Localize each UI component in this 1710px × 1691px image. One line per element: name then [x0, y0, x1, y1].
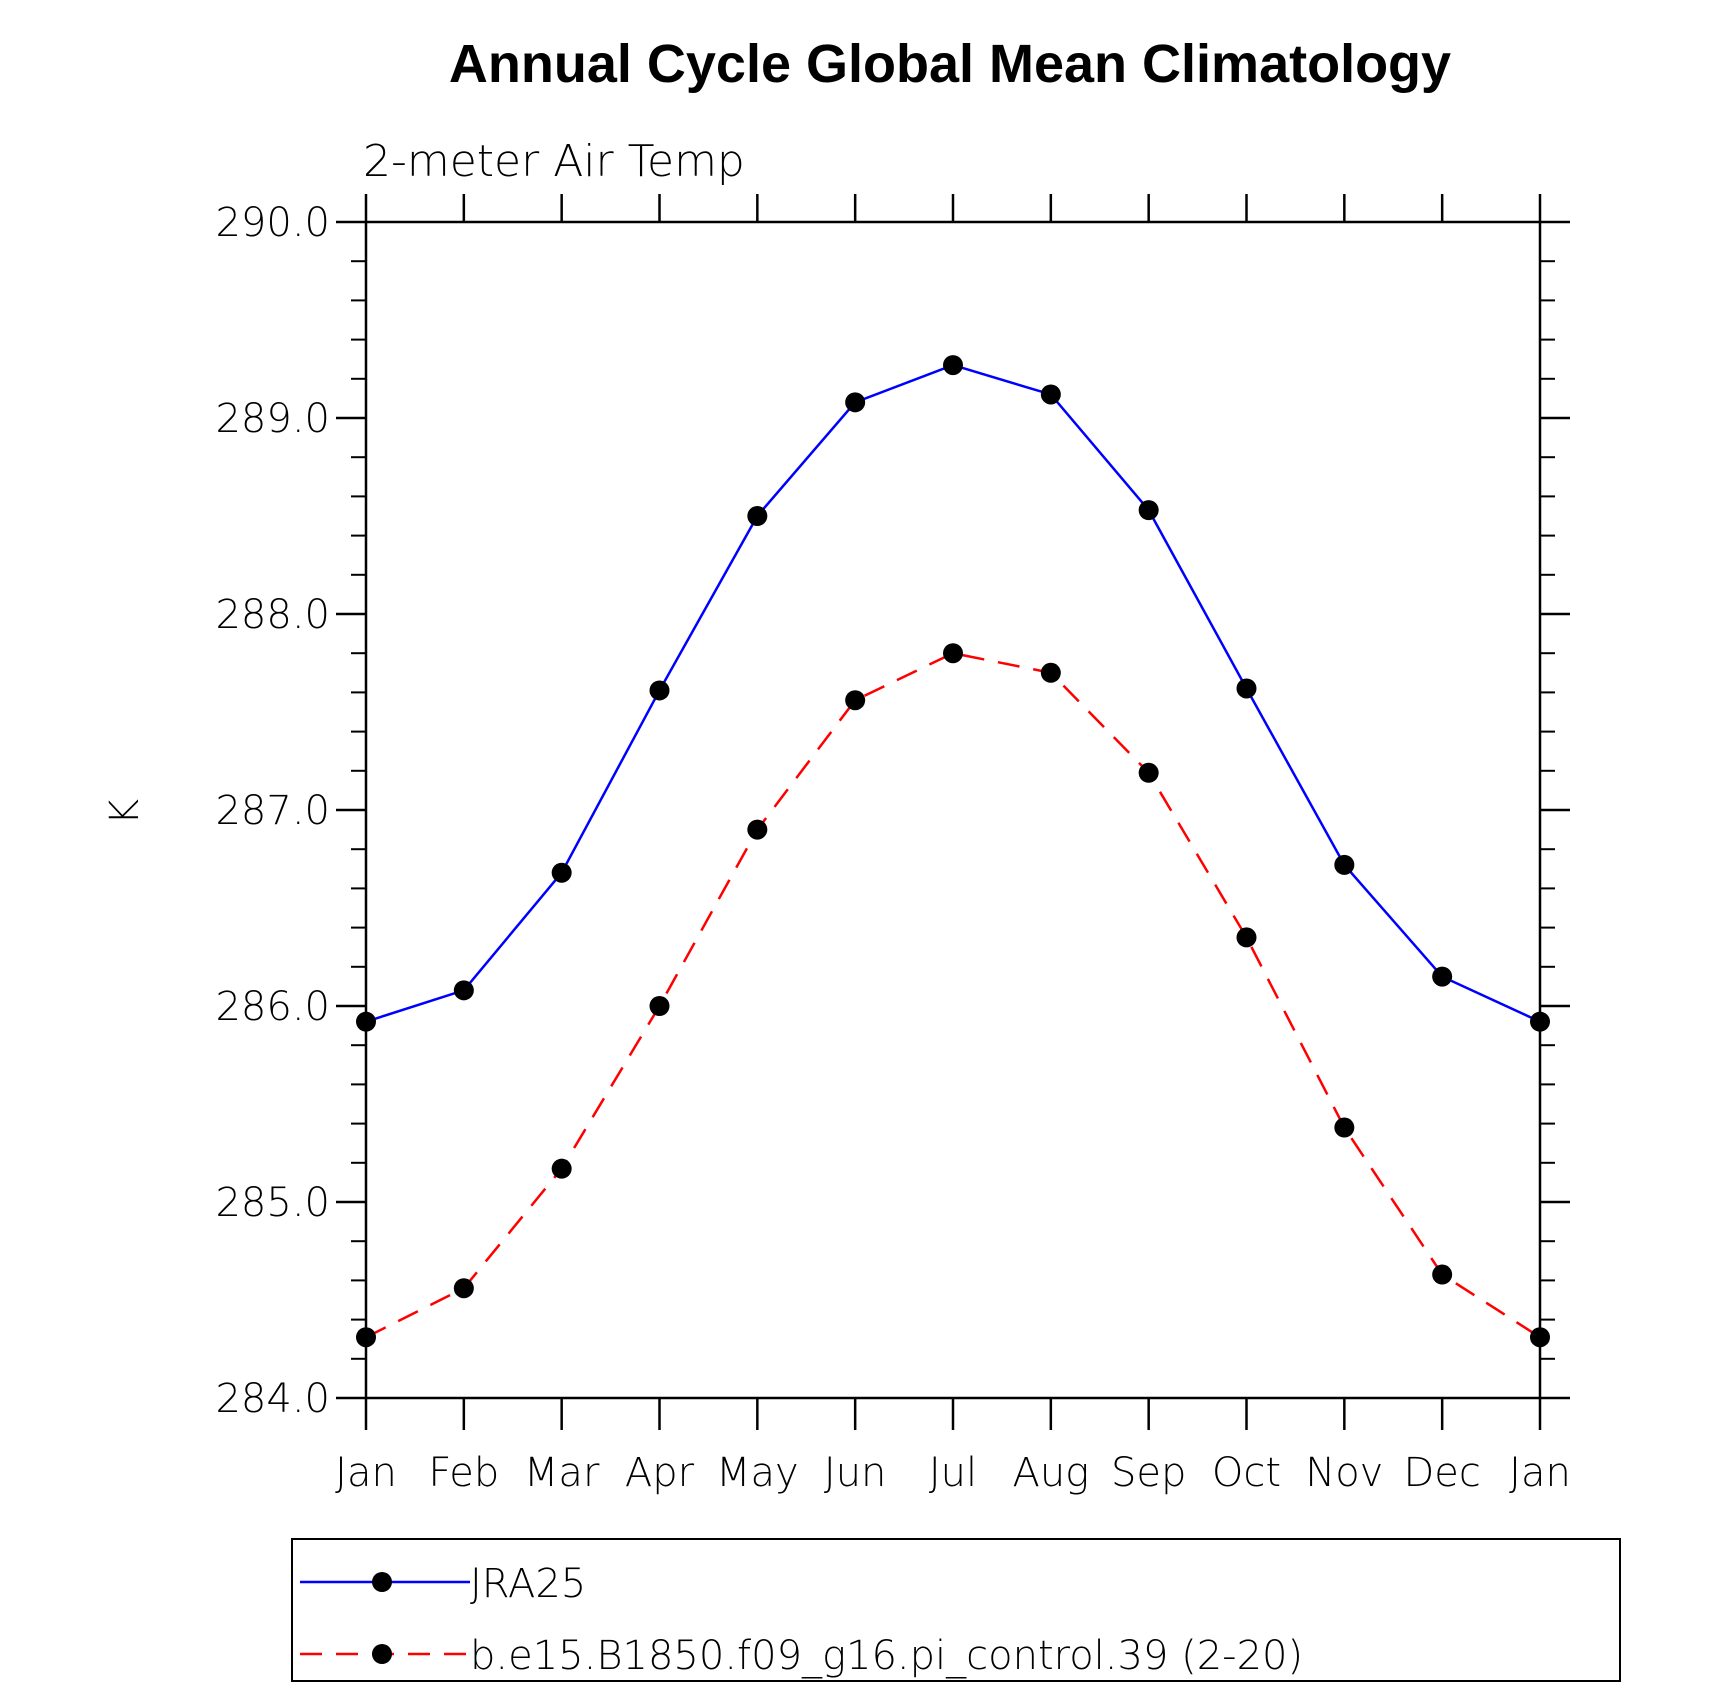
y-tick-label: 290.0	[215, 200, 330, 246]
y-tick-label: 286.0	[215, 984, 330, 1030]
series-1-point	[356, 1011, 376, 1032]
series-2-point	[356, 1327, 376, 1348]
series-2-point	[1334, 1117, 1355, 1138]
series-line-1	[365, 363, 1541, 1023]
series-2-point	[551, 1158, 572, 1179]
series-1-point	[1530, 1011, 1550, 1032]
series-2-point	[1530, 1327, 1550, 1348]
series-1-point	[845, 392, 866, 413]
series-2-point	[747, 819, 768, 840]
series-1-point	[649, 680, 670, 701]
series-1-point	[1334, 854, 1355, 875]
series-1-point	[453, 980, 474, 1001]
legend-marker-2	[372, 1644, 392, 1664]
x-tick-label: Dec	[1403, 1450, 1480, 1496]
series-1-point	[943, 355, 963, 376]
y-axis-label: K	[102, 799, 148, 825]
series-layer	[356, 355, 1550, 1348]
series-1-point	[1432, 966, 1453, 987]
x-tick-label: Nov	[1305, 1450, 1383, 1496]
series-2-point	[943, 643, 963, 664]
x-tick-label: Aug	[1012, 1450, 1089, 1496]
series-1-point	[551, 862, 572, 883]
y-tick-label: 284.0	[215, 1376, 330, 1422]
series-1-point	[1236, 678, 1257, 699]
x-tick-label: Jul	[929, 1450, 977, 1496]
y-tick-label: 287.0	[215, 788, 330, 834]
y-tick-label: 285.0	[215, 1180, 330, 1226]
series-2-point	[1040, 662, 1061, 683]
legend-label-1: JRA25	[470, 1561, 586, 1607]
x-tick-label: Sep	[1111, 1450, 1186, 1496]
series-2-point	[1432, 1264, 1453, 1285]
series-1-point	[1138, 500, 1159, 521]
plot-frame	[364, 220, 1542, 1400]
x-tick-label: Feb	[428, 1450, 499, 1496]
series-1-point	[747, 506, 768, 526]
series-2-point	[453, 1278, 474, 1299]
series-1-point	[1040, 384, 1061, 405]
x-tick-label: Oct	[1212, 1450, 1281, 1496]
x-tick-label: Apr	[625, 1450, 695, 1496]
y-tick-label: 289.0	[215, 396, 330, 442]
series-2-point	[1138, 762, 1159, 783]
chart-title: Annual Cycle Global Mean Climatology	[449, 34, 1451, 94]
legend-label-2: b.e15.B1850.f09_g16.pi_control.39 (2-20)	[470, 1633, 1303, 1679]
series-2-point	[649, 996, 670, 1016]
chart-subtitle: 2-meter Air Temp	[363, 136, 745, 187]
series-line-2	[365, 651, 1541, 1339]
legend: JRA25 b.e15.B1850.f09_g16.pi_control.39 (…	[291, 1538, 1621, 1682]
x-tick-label: Jun	[824, 1450, 887, 1496]
legend-marker-1	[372, 1572, 392, 1592]
x-tick-label: Jan	[1509, 1450, 1571, 1496]
series-2-point	[845, 690, 866, 711]
axes: 284.0 285.0 286.0 287.0 288.0 289.0 290.0 Jan Fe…	[215, 194, 1571, 1496]
legend-box	[291, 1538, 1621, 1682]
x-tick-label: Mar	[524, 1450, 600, 1496]
x-tick-label: Jan	[335, 1450, 397, 1496]
x-tick-label: May	[716, 1450, 799, 1496]
y-tick-label: 288.0	[215, 592, 330, 638]
series-2-point	[1236, 927, 1257, 948]
